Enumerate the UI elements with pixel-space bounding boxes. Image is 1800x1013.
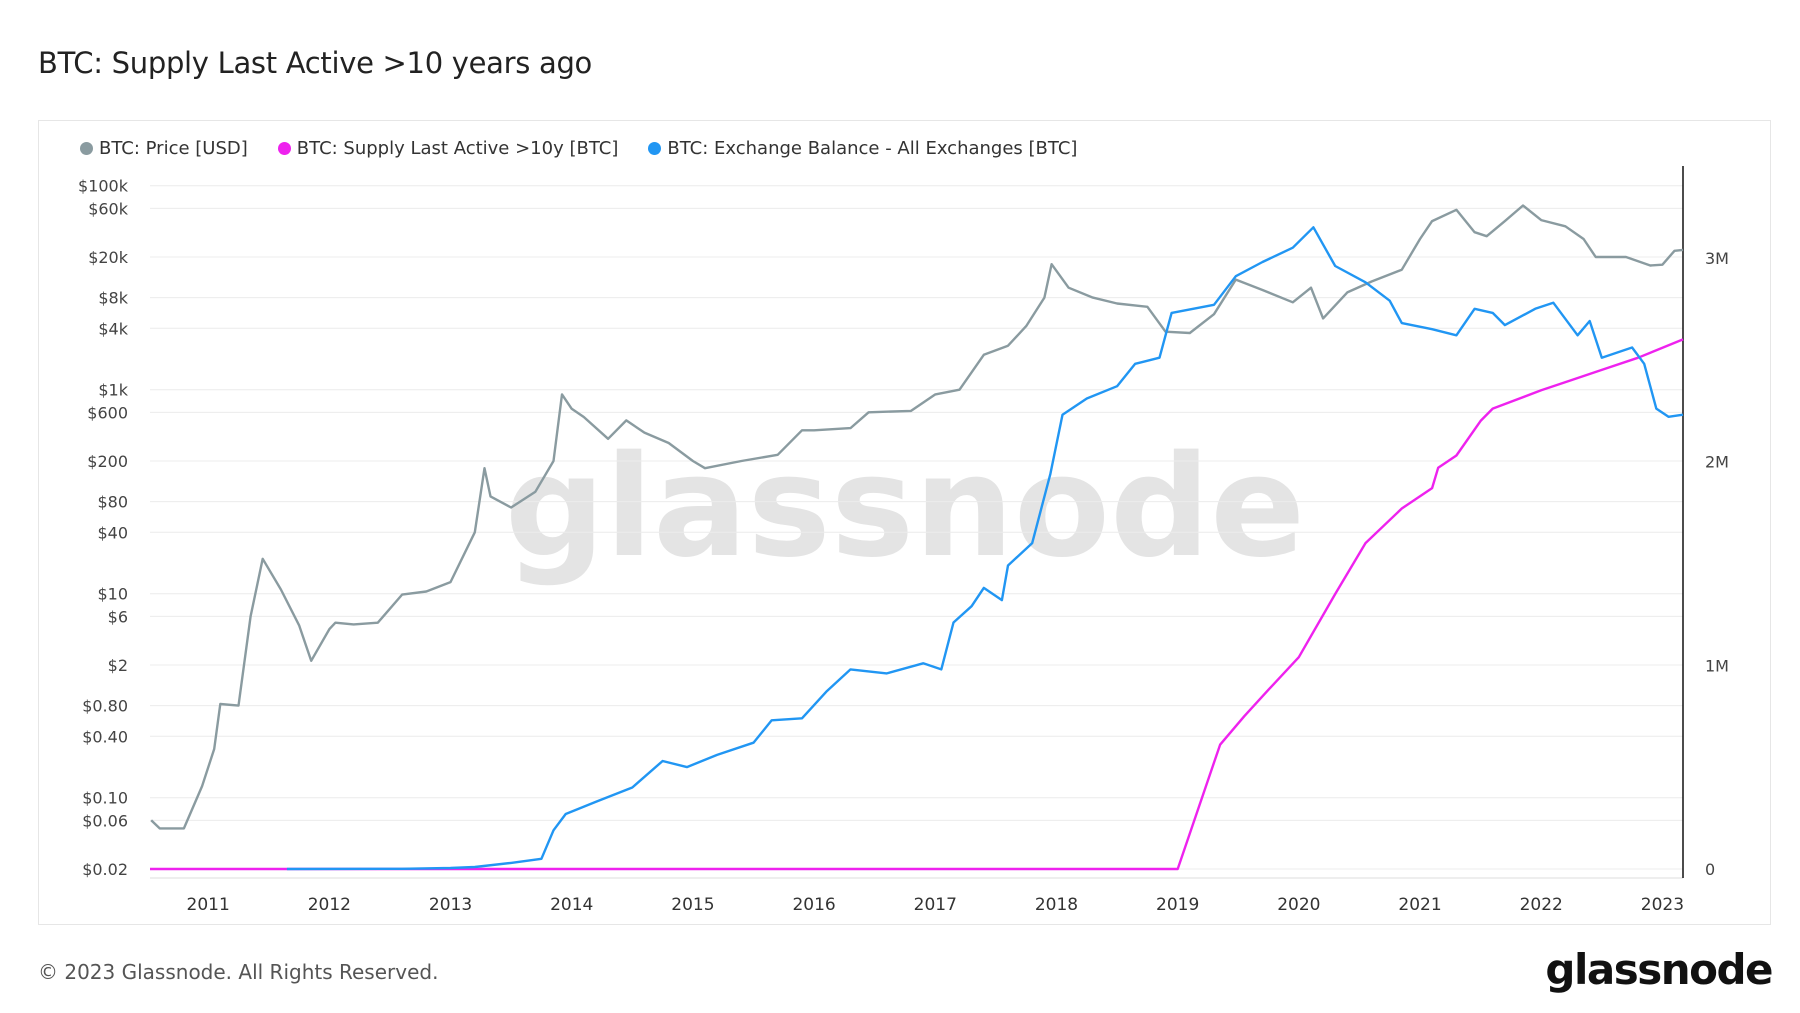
y-left-tick-label: $0.80 (82, 697, 128, 716)
y-left-tick-label: $6 (108, 607, 128, 626)
legend-item-supply[interactable]: BTC: Supply Last Active >10y [BTC] (277, 138, 619, 159)
y-left-tick-label: $2 (108, 656, 128, 675)
y-left-tick-label: $0.40 (82, 727, 128, 746)
legend-dot-icon (648, 142, 662, 155)
series-line-2 (286, 226, 1684, 871)
x-tick-label: 2013 (429, 895, 472, 915)
y-right-tick-label: 1M (1705, 656, 1729, 675)
x-tick-label: 2016 (792, 895, 835, 915)
y-left-tick-label: $80 (97, 493, 128, 512)
y-left-tick-label: $40 (97, 523, 128, 542)
y-right-tick-label: 2M (1705, 453, 1729, 472)
y-right-tick-label: 0 (1705, 860, 1715, 879)
series-line-0 (150, 204, 1684, 830)
glassnode-logo: glassnode (1545, 945, 1773, 994)
legend-label: BTC: Supply Last Active >10y [BTC] (296, 138, 619, 159)
y-left-tick-label: $0.06 (82, 811, 128, 830)
legend: BTC: Price [USD] BTC: Supply Last Active… (80, 138, 1077, 159)
x-tick-label: 2012 (308, 895, 351, 915)
x-tick-label: 2017 (914, 895, 957, 915)
y-left-tick-label: $600 (87, 403, 128, 422)
x-tick-label: 2021 (1398, 895, 1441, 915)
y-left-tick-label: $8k (98, 289, 128, 308)
y-left-tick-label: $1k (98, 381, 128, 400)
x-tick-label: 2020 (1277, 895, 1320, 915)
x-tick-label: 2019 (1156, 895, 1199, 915)
x-tick-label: 2022 (1520, 895, 1563, 915)
legend-item-price[interactable]: BTC: Price [USD] (80, 138, 248, 159)
legend-dot-icon (277, 142, 291, 155)
legend-label: BTC: Exchange Balance - All Exchanges [B… (667, 138, 1078, 159)
chart-frame (38, 120, 1771, 925)
y-left-tick-label: $20k (88, 248, 129, 267)
y-left-tick-label: $10 (97, 585, 128, 604)
copyright: © 2023 Glassnode. All Rights Reserved. (38, 960, 439, 984)
y-left-tick-label: $0.10 (82, 789, 128, 808)
legend-item-exchange[interactable]: BTC: Exchange Balance - All Exchanges [B… (648, 138, 1077, 159)
x-tick-label: 2014 (550, 895, 593, 915)
x-tick-label: 2018 (1035, 895, 1078, 915)
y-left-tick-label: $200 (87, 452, 128, 471)
x-tick-label: 2011 (187, 895, 230, 915)
watermark: glassnode (505, 426, 1305, 589)
page-title: BTC: Supply Last Active >10 years ago (38, 46, 593, 80)
series-line-1 (150, 338, 1684, 871)
legend-label: BTC: Price [USD] (99, 138, 248, 159)
y-left-tick-label: $60k (88, 199, 129, 218)
y-left-tick-label: $0.02 (82, 860, 128, 879)
y-right-tick-label: 3M (1705, 249, 1729, 268)
y-left-tick-label: $100k (78, 177, 129, 196)
x-tick-label: 2015 (671, 895, 714, 915)
y-left-tick-label: $4k (98, 319, 128, 338)
legend-dot-icon (80, 142, 93, 155)
x-tick-label: 2023 (1641, 895, 1684, 915)
